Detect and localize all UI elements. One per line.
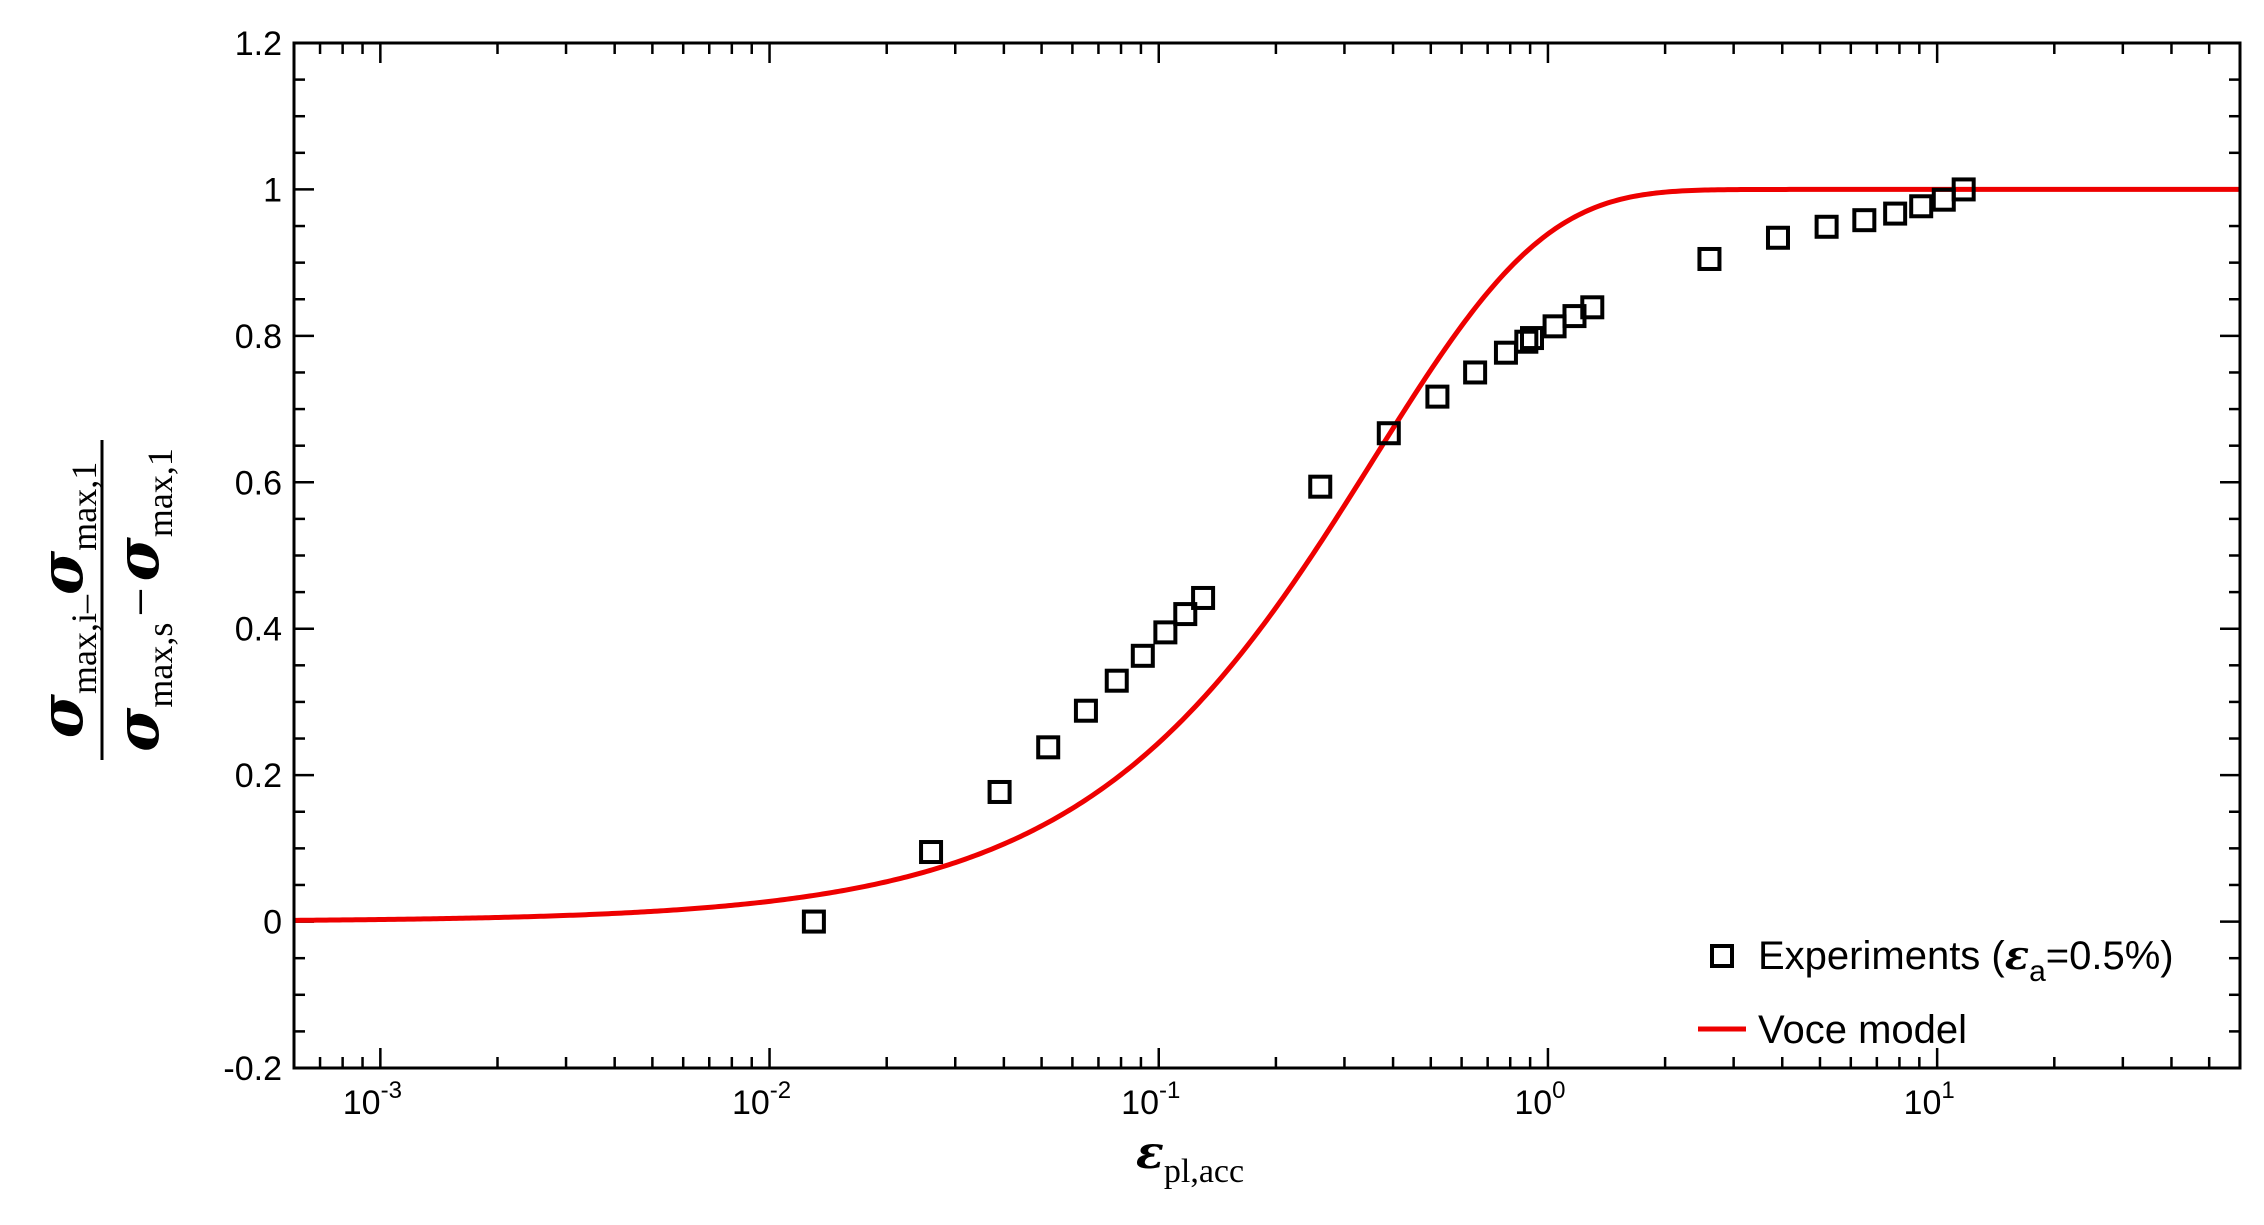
experiment-point [987, 779, 1012, 804]
y-den-sigma-2: σ [103, 536, 173, 581]
y-tick-label: -0.2 [223, 1050, 282, 1088]
y-num-sigma-2: σ [27, 550, 97, 595]
y-axis-numerator: σmax,i–σmax,1 [27, 462, 104, 738]
experiment-point [1463, 360, 1488, 385]
experiment-point [1514, 329, 1539, 354]
y-den-sub-2: max,1 [140, 448, 180, 537]
experiment-point [1765, 225, 1790, 250]
y-num-sub-1: max, [64, 623, 104, 694]
y-tick-label: 0.6 [235, 464, 282, 502]
experiment-point [801, 909, 826, 934]
y-num-sub-2: max,1 [64, 462, 104, 551]
experiment-point [1036, 735, 1061, 760]
y-tick-label: 0.4 [235, 611, 282, 649]
y-tick-label: 1.2 [235, 25, 282, 63]
x-axis-label: εpl,acc [1136, 1125, 1244, 1190]
experiment-point [1883, 201, 1908, 226]
experiment-point [1542, 314, 1567, 339]
y-axis-denominator: σmax,s−σmax,1 [103, 448, 180, 752]
experiment-point [1814, 214, 1839, 239]
experiment-point [919, 840, 944, 865]
experiment-point [1153, 620, 1178, 645]
y-den-sigma-1: σ [103, 707, 173, 752]
y-tick-label: 1 [263, 171, 282, 209]
y-axis-label: σmax,i–σmax,1 σmax,s−σmax,1 [27, 440, 180, 760]
y-tick-label: 0 [263, 904, 282, 942]
y-num-sigma-1: σ [27, 693, 97, 738]
experiment-point [1931, 187, 1956, 212]
legend-experiments-symbol: ε [2005, 932, 2029, 979]
y-den-minus: − [113, 587, 170, 616]
experiment-point [1130, 643, 1155, 668]
experiment-point [1191, 585, 1216, 610]
y-tick-label: 0.8 [235, 318, 282, 356]
legend: Experiments (εa=0.5%) Voce model [1698, 932, 2174, 1052]
legend-experiments-prefix: Experiments ( [1758, 934, 2005, 978]
legend-experiments-suffix: =0.5%) [2046, 934, 2174, 978]
experiment-point [1520, 326, 1545, 351]
experiment-markers [801, 177, 1976, 934]
experiment-point [1697, 246, 1722, 271]
x-tick-label: 10-2 [732, 1077, 791, 1122]
legend-marker-experiments [1710, 944, 1734, 968]
experiment-point [1951, 177, 1976, 202]
experiment-point [1580, 295, 1605, 320]
experiment-point [1308, 474, 1333, 499]
experiment-point [1493, 340, 1518, 365]
voce-model-line [293, 186, 2240, 923]
x-tick-labels: 10-3 10-2 10-1 100 101 [343, 1077, 1955, 1122]
legend-experiments-sub: a [2029, 955, 2046, 988]
x-tick-label: 10-3 [343, 1077, 402, 1122]
x-tick-label: 100 [1514, 1077, 1565, 1122]
experiment-point [1104, 668, 1129, 693]
experiment-point [1425, 384, 1450, 409]
experiment-point [1173, 602, 1198, 627]
y-num-minus: – [64, 594, 104, 614]
plot-frame [292, 41, 2242, 1070]
experiment-point [1376, 421, 1401, 446]
y-num-sub-1-i: i [64, 613, 104, 623]
experiment-point [1909, 194, 1934, 219]
y-den-sub-1: max,s [140, 623, 180, 708]
experiment-point [1073, 698, 1098, 723]
y-tick-labels: -0.2 0 0.2 0.4 0.6 0.8 1 1.2 [223, 25, 282, 1088]
x-tick-label: 10-1 [1121, 1077, 1180, 1122]
experiment-point [1852, 208, 1877, 233]
legend-label-experiments: Experiments (εa=0.5%) [1758, 932, 2174, 988]
x-axis-symbol: ε [1136, 1125, 1164, 1179]
y-tick-label: 0.2 [235, 757, 282, 795]
x-tick-label: 101 [1904, 1077, 1955, 1122]
legend-label-model: Voce model [1758, 1008, 1967, 1052]
x-axis-subscript: pl,acc [1164, 1153, 1244, 1190]
